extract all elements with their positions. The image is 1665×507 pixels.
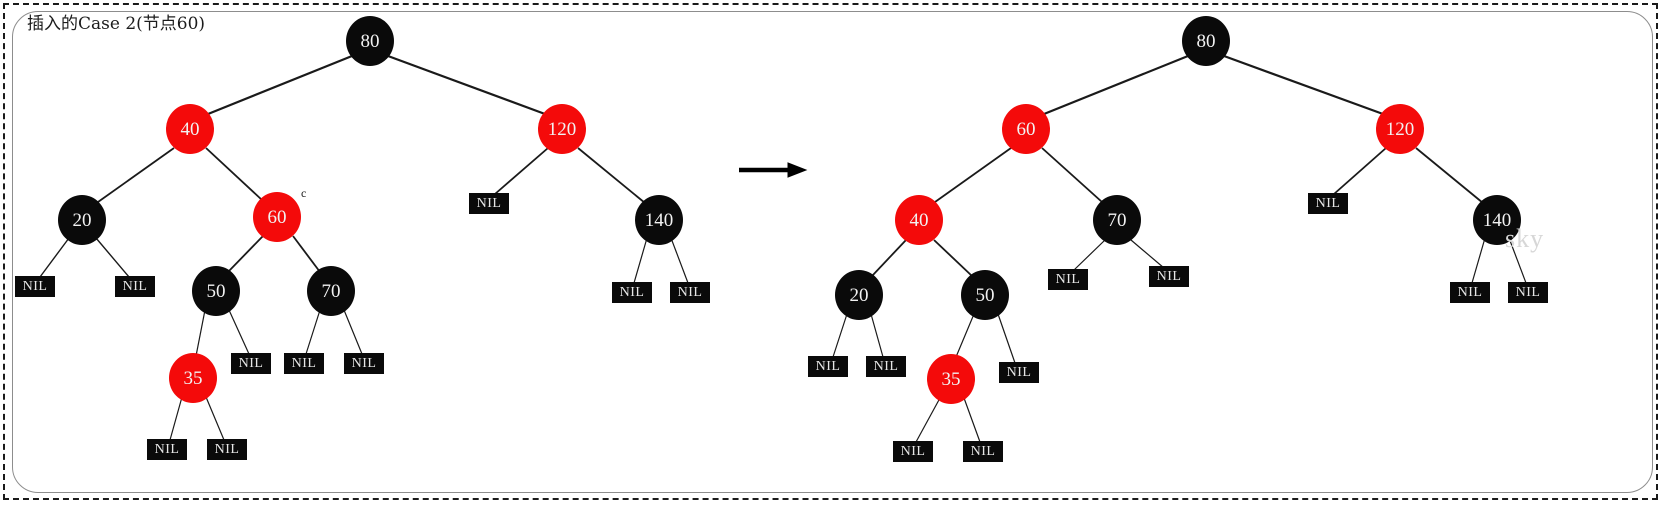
watermark-text: sky <box>1505 224 1545 253</box>
node-after-60[interactable]: 60 <box>1002 104 1050 154</box>
node-before-60[interactable]: 60 <box>253 192 301 242</box>
node-before-35[interactable]: 35 <box>169 353 217 403</box>
nil-before-1: NIL <box>115 276 155 297</box>
node-before-50[interactable]: 50 <box>192 266 240 316</box>
nil-after-5: NIL <box>999 362 1039 383</box>
inner-rounded-panel <box>12 11 1653 493</box>
nil-before-7: NIL <box>670 282 710 303</box>
nil-after-2: NIL <box>1149 266 1189 287</box>
nil-after-7: NIL <box>1508 282 1548 303</box>
nil-after-0: NIL <box>1308 193 1348 214</box>
nil-before-0: NIL <box>15 276 55 297</box>
pointer-c-label: c <box>301 186 307 200</box>
nil-before-8: NIL <box>147 439 187 460</box>
nil-before-5: NIL <box>344 353 384 374</box>
node-before-20[interactable]: 20 <box>58 195 106 245</box>
nil-before-9: NIL <box>207 439 247 460</box>
nil-before-3: NIL <box>231 353 271 374</box>
node-after-35[interactable]: 35 <box>927 354 975 404</box>
node-before-140[interactable]: 140 <box>635 195 683 245</box>
nil-before-6: NIL <box>612 282 652 303</box>
node-before-80[interactable]: 80 <box>346 16 394 66</box>
node-after-50[interactable]: 50 <box>961 270 1009 320</box>
nil-after-6: NIL <box>1450 282 1490 303</box>
nil-before-2: NIL <box>469 193 509 214</box>
node-after-20[interactable]: 20 <box>835 270 883 320</box>
nil-after-9: NIL <box>963 441 1003 462</box>
node-after-40[interactable]: 40 <box>895 195 943 245</box>
nil-after-4: NIL <box>866 356 906 377</box>
nil-before-4: NIL <box>284 353 324 374</box>
node-before-120[interactable]: 120 <box>538 104 586 154</box>
node-after-80[interactable]: 80 <box>1182 16 1230 66</box>
nil-after-8: NIL <box>893 441 933 462</box>
node-before-40[interactable]: 40 <box>166 104 214 154</box>
page-title: 插入的Case 2(节点60) <box>27 14 206 34</box>
dashed-border-frame <box>3 3 1658 500</box>
nil-after-3: NIL <box>808 356 848 377</box>
nil-after-1: NIL <box>1048 269 1088 290</box>
node-after-120[interactable]: 120 <box>1376 104 1424 154</box>
node-after-70[interactable]: 70 <box>1093 195 1141 245</box>
node-after-140[interactable]: 140 <box>1473 195 1521 245</box>
node-before-70[interactable]: 70 <box>307 266 355 316</box>
